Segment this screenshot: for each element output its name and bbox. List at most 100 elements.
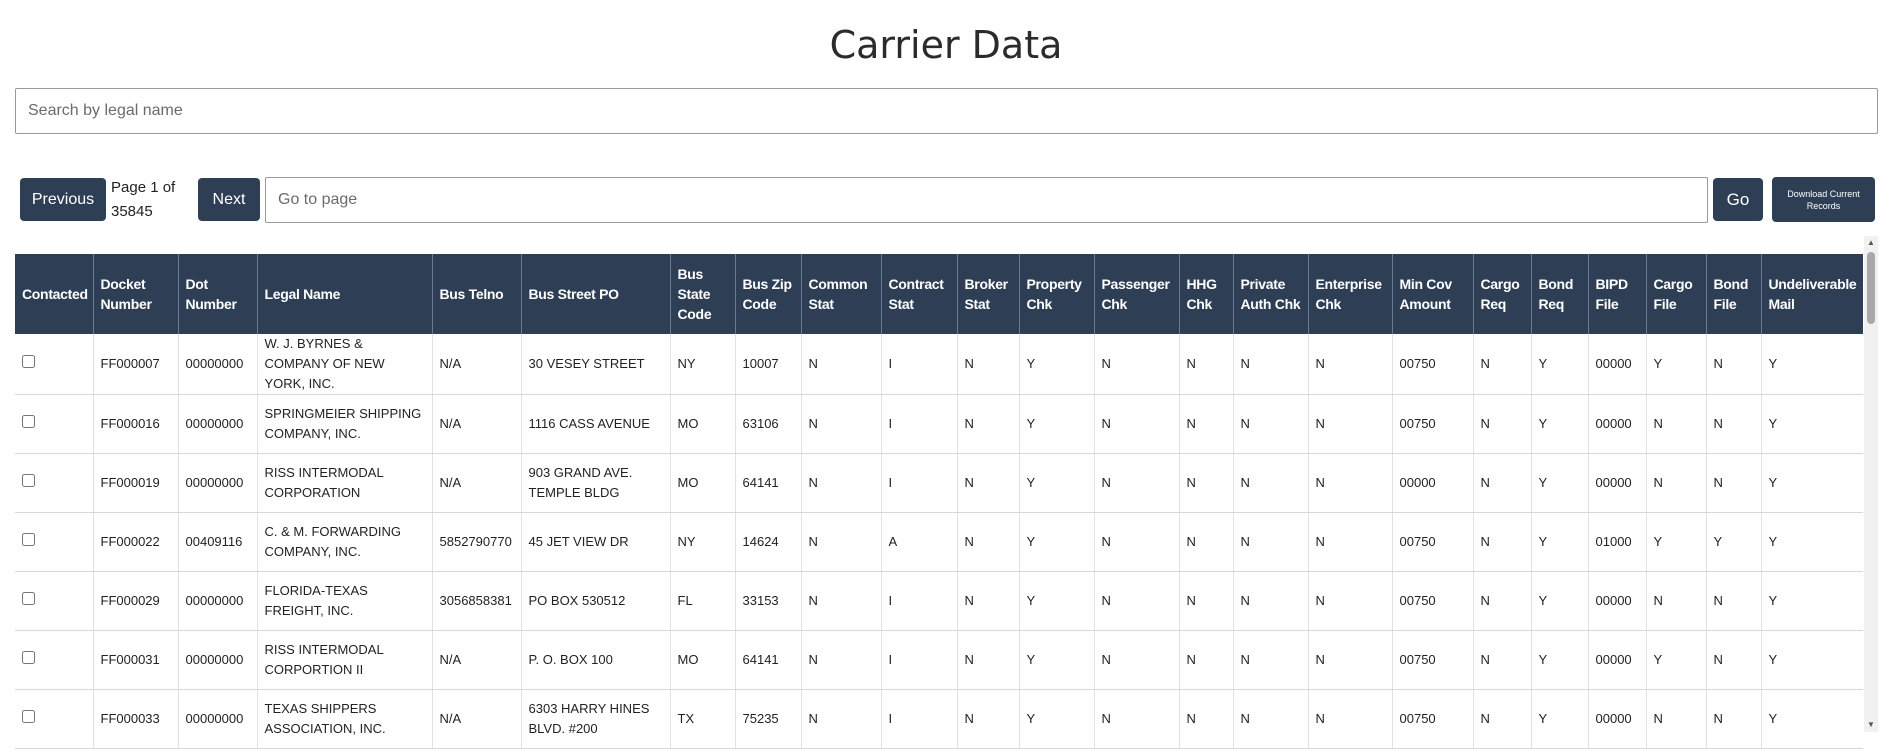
download-records-button[interactable]: Download Current Records <box>1772 177 1875 222</box>
previous-button[interactable]: Previous <box>20 178 106 221</box>
next-button[interactable]: Next <box>198 178 260 221</box>
contacted-cell <box>15 689 94 749</box>
column-header-bus-zip-code: Bus Zip Code <box>735 254 802 334</box>
hhg-chk-cell: N <box>1179 512 1234 572</box>
scroll-down-arrow-icon[interactable]: ▼ <box>1867 720 1875 729</box>
bus-state-cell: MO <box>670 630 736 690</box>
broker-stat-cell: N <box>957 630 1020 690</box>
go-button[interactable]: Go <box>1713 178 1763 221</box>
column-header-private-auth-chk: Private Auth Chk <box>1233 254 1309 334</box>
bond-req-cell: Y <box>1531 334 1589 395</box>
bipd-file-cell: 01000 <box>1588 512 1647 572</box>
dot-number-cell: 00000000 <box>178 630 258 690</box>
bipd-file-cell: 00000 <box>1588 689 1647 749</box>
bus-zip-cell: 64141 <box>735 453 802 513</box>
contacted-cell <box>15 571 94 631</box>
hhg-chk-cell: N <box>1179 334 1234 395</box>
column-header-contacted: Contacted <box>15 254 94 334</box>
contacted-cell <box>15 334 94 395</box>
broker-stat-cell: N <box>957 453 1020 513</box>
contract-stat-cell: I <box>881 453 958 513</box>
property-chk-cell: Y <box>1019 689 1095 749</box>
contacted-cell <box>15 512 94 572</box>
bus-state-cell: FL <box>670 571 736 631</box>
passenger-chk-cell: N <box>1094 571 1180 631</box>
contacted-checkbox[interactable] <box>22 592 35 605</box>
contract-stat-cell: A <box>881 512 958 572</box>
bus-state-cell: NY <box>670 512 736 572</box>
enterprise-chk-cell: N <box>1308 689 1393 749</box>
table-row: FF000007 00000000 W. J. BYRNES & COMPANY… <box>15 334 1863 395</box>
enterprise-chk-cell: N <box>1308 571 1393 631</box>
broker-stat-cell: N <box>957 394 1020 454</box>
column-header-bond-req: Bond Req <box>1531 254 1589 334</box>
docket-number-cell: FF000019 <box>93 453 179 513</box>
bus-street-cell: 45 JET VIEW DR <box>521 512 671 572</box>
column-header-passenger-chk: Passenger Chk <box>1094 254 1180 334</box>
bus-street-cell: 903 GRAND AVE. TEMPLE BLDG <box>521 453 671 513</box>
page-title: Carrier Data <box>829 23 1063 67</box>
bus-zip-cell: 63106 <box>735 394 802 454</box>
search-input[interactable] <box>15 88 1878 134</box>
scrollbar-thumb[interactable] <box>1867 252 1875 324</box>
enterprise-chk-cell: N <box>1308 630 1393 690</box>
contacted-checkbox[interactable] <box>22 415 35 428</box>
cargo-file-cell: N <box>1646 394 1707 454</box>
column-header-min-cov-amount: Min Cov Amount <box>1392 254 1474 334</box>
dot-number-cell: 00000000 <box>178 689 258 749</box>
bus-telno-cell: 3056858381 <box>432 571 522 631</box>
bus-zip-cell: 33153 <box>735 571 802 631</box>
bipd-file-cell: 00000 <box>1588 571 1647 631</box>
enterprise-chk-cell: N <box>1308 334 1393 395</box>
cargo-req-cell: N <box>1473 453 1532 513</box>
column-header-cargo-req: Cargo Req <box>1473 254 1532 334</box>
broker-stat-cell: N <box>957 571 1020 631</box>
cargo-file-cell: Y <box>1646 512 1707 572</box>
bond-req-cell: Y <box>1531 394 1589 454</box>
docket-number-cell: FF000022 <box>93 512 179 572</box>
table-row: FF000031 00000000 RISS INTERMODAL CORPOR… <box>15 630 1863 690</box>
contract-stat-cell: I <box>881 334 958 395</box>
column-header-hhg-chk: HHG Chk <box>1179 254 1234 334</box>
contacted-checkbox[interactable] <box>22 533 35 546</box>
column-header-undeliverable-mail: Undeliverable Mail <box>1761 254 1863 334</box>
contacted-checkbox[interactable] <box>22 474 35 487</box>
dot-number-cell: 00000000 <box>178 334 258 395</box>
contacted-checkbox[interactable] <box>22 710 35 723</box>
dot-number-cell: 00409116 <box>178 512 258 572</box>
bond-req-cell: Y <box>1531 453 1589 513</box>
carrier-table-container: Contacted Docket Number Dot Number Legal… <box>15 254 1863 751</box>
cargo-req-cell: N <box>1473 630 1532 690</box>
column-header-bus-telno: Bus Telno <box>432 254 522 334</box>
bus-telno-cell: N/A <box>432 689 522 749</box>
column-header-property-chk: Property Chk <box>1019 254 1095 334</box>
cargo-file-cell: N <box>1646 571 1707 631</box>
private-auth-chk-cell: N <box>1233 453 1309 513</box>
cargo-file-cell: N <box>1646 453 1707 513</box>
contacted-checkbox[interactable] <box>22 651 35 664</box>
column-header-contract-stat: Contract Stat <box>881 254 958 334</box>
min-cov-amount-cell: 00750 <box>1392 571 1474 631</box>
undeliverable-mail-cell: Y <box>1761 453 1863 513</box>
bus-telno-cell: N/A <box>432 453 522 513</box>
scroll-up-arrow-icon[interactable]: ▲ <box>1867 238 1875 247</box>
contacted-checkbox[interactable] <box>22 355 35 368</box>
common-stat-cell: N <box>801 453 882 513</box>
private-auth-chk-cell: N <box>1233 334 1309 395</box>
private-auth-chk-cell: N <box>1233 689 1309 749</box>
dot-number-cell: 00000000 <box>178 394 258 454</box>
table-scrollbar[interactable]: ▲ ▼ <box>1864 236 1878 732</box>
bus-zip-cell: 10007 <box>735 334 802 395</box>
docket-number-cell: FF000029 <box>93 571 179 631</box>
enterprise-chk-cell: N <box>1308 453 1393 513</box>
bond-req-cell: Y <box>1531 512 1589 572</box>
contacted-cell <box>15 453 94 513</box>
hhg-chk-cell: N <box>1179 630 1234 690</box>
table-row: FF000019 00000000 RISS INTERMODAL CORPOR… <box>15 453 1863 513</box>
table-row: FF000022 00409116 C. & M. FORWARDING COM… <box>15 512 1863 572</box>
hhg-chk-cell: N <box>1179 394 1234 454</box>
goto-page-input[interactable] <box>265 177 1708 223</box>
cargo-file-cell: Y <box>1646 334 1707 395</box>
bus-telno-cell: 5852790770 <box>432 512 522 572</box>
contacted-cell <box>15 630 94 690</box>
